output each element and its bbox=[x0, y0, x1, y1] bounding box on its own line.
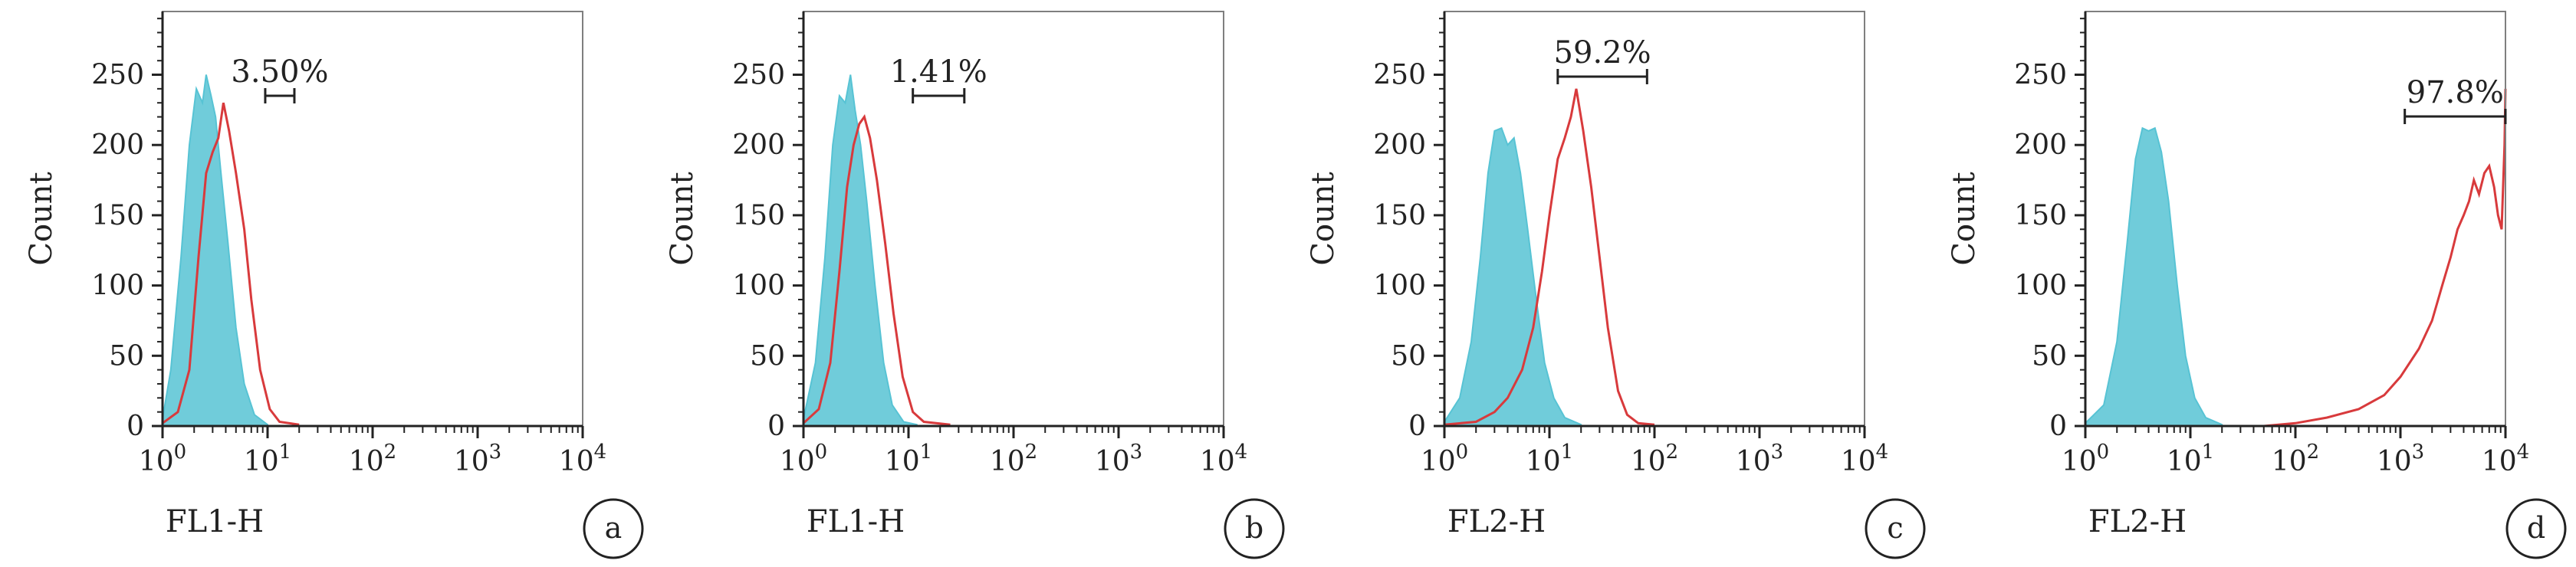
series-sample-histogram bbox=[802, 114, 951, 426]
y-tick-label: 0 bbox=[1408, 411, 1426, 442]
y-tick-label: 100 bbox=[91, 270, 144, 302]
x-tick-label: 101 bbox=[244, 441, 291, 477]
x-tick-label: 102 bbox=[349, 441, 396, 477]
x-axis-title: FL1-H bbox=[807, 504, 905, 539]
series-sample-histogram bbox=[2263, 88, 2507, 428]
y-tick-label: 50 bbox=[750, 340, 785, 372]
x-tick-label: 103 bbox=[1095, 441, 1142, 477]
y-tick-label: 0 bbox=[767, 411, 785, 442]
panel-d: 0 50 100 150 200 250 100 101 102 103 104 FL2-H Count… bbox=[1947, 11, 2567, 559]
y-tick-label: 200 bbox=[732, 129, 785, 161]
y-tick-label: 100 bbox=[732, 270, 785, 302]
x-tick-label: 102 bbox=[1631, 441, 1678, 477]
series-sample-histogram bbox=[1444, 88, 1655, 426]
y-axis-title: Count bbox=[1947, 172, 1982, 265]
y-tick-label: 0 bbox=[2049, 411, 2067, 442]
y-tick-label: 100 bbox=[1373, 270, 1426, 302]
x-axis-title: FL2-H bbox=[1447, 504, 1546, 539]
x-tick-label: 104 bbox=[1200, 441, 1247, 477]
x-tick-label: 104 bbox=[559, 441, 606, 477]
gate-percentage: 1.41% bbox=[890, 54, 987, 90]
y-tick-label: 200 bbox=[91, 129, 144, 161]
y-tick-label: 150 bbox=[732, 200, 785, 231]
panel-letter: c bbox=[1887, 511, 1903, 545]
y-tick-label: 0 bbox=[127, 411, 144, 442]
x-tick-label: 101 bbox=[885, 441, 932, 477]
x-tick-label: 103 bbox=[2377, 441, 2424, 477]
panel-letter: b bbox=[1245, 511, 1263, 545]
y-axis-title: Count bbox=[665, 172, 700, 265]
gate-percentage: 97.8% bbox=[2407, 75, 2504, 110]
series-control-histogram bbox=[803, 74, 918, 427]
panel-letter-circle bbox=[1865, 498, 1926, 559]
panel-b: 0 50 100 150 200 250 100 101 102 103 104 FL1-H Count… bbox=[665, 11, 1285, 559]
x-tick-label: 101 bbox=[2167, 441, 2214, 477]
y-tick-label: 250 bbox=[732, 60, 785, 91]
x-tick-label: 102 bbox=[2272, 441, 2319, 477]
gate-percentage: 59.2% bbox=[1554, 35, 1651, 70]
series-control-histogram bbox=[2085, 126, 2223, 427]
panel-letter: a bbox=[605, 511, 623, 545]
y-tick-label: 200 bbox=[2014, 129, 2067, 161]
x-tick-label: 100 bbox=[780, 441, 827, 477]
panel-letter-circle bbox=[2505, 498, 2567, 559]
panel-letter-circle bbox=[1224, 498, 1285, 559]
y-tick-label: 250 bbox=[91, 60, 144, 91]
y-tick-label: 100 bbox=[2014, 270, 2067, 302]
y-tick-label: 150 bbox=[1373, 200, 1426, 231]
x-tick-label: 103 bbox=[454, 441, 501, 477]
x-tick-label: 100 bbox=[1421, 441, 1468, 477]
y-tick-label: 50 bbox=[2032, 340, 2067, 372]
x-axis-title: FL1-H bbox=[166, 504, 264, 539]
x-axis-title: FL2-H bbox=[2088, 504, 2187, 539]
x-tick-label: 100 bbox=[2062, 441, 2109, 477]
x-tick-label: 100 bbox=[139, 441, 186, 477]
panel-c: 0 50 100 150 200 250 100 101 102 103 104 FL2-H Count… bbox=[1306, 11, 1926, 559]
y-tick-label: 50 bbox=[109, 340, 144, 372]
y-tick-label: 150 bbox=[2014, 200, 2067, 231]
series-control-histogram bbox=[162, 74, 268, 427]
series-control-histogram bbox=[1444, 126, 1582, 427]
x-tick-label: 104 bbox=[2482, 441, 2529, 477]
y-tick-label: 50 bbox=[1391, 340, 1426, 372]
x-tick-label: 103 bbox=[1736, 441, 1783, 477]
y-tick-label: 150 bbox=[91, 200, 144, 231]
x-tick-label: 104 bbox=[1841, 441, 1888, 477]
gate-percentage: 3.50% bbox=[231, 54, 328, 90]
panel-letter: d bbox=[2527, 511, 2545, 545]
y-tick-label: 250 bbox=[2014, 60, 2067, 91]
y-axis-title: Count bbox=[1306, 172, 1341, 265]
x-tick-label: 102 bbox=[990, 441, 1037, 477]
y-axis-title: Count bbox=[24, 172, 59, 265]
y-tick-label: 200 bbox=[1373, 129, 1426, 161]
panel-letter-circle bbox=[583, 498, 644, 559]
x-tick-label: 101 bbox=[1526, 441, 1573, 477]
series-sample-histogram bbox=[162, 102, 300, 426]
y-tick-label: 250 bbox=[1373, 60, 1426, 91]
panel-a: 0 50 100 150 200 250 100 101 102 103 104 FL1-H Count… bbox=[24, 11, 644, 559]
